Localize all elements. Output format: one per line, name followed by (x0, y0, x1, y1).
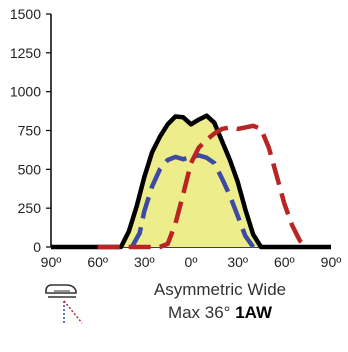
x-tick-label: 30º (134, 254, 155, 270)
y-tick-label: 250 (18, 200, 42, 216)
x-tick-label: 90º (321, 254, 342, 270)
candela-chart: 0 250 500 750 1000 1250 1500 90º 60º 30º 0º 30º 60º… (10, 6, 342, 270)
y-axis-ticks: 0 250 500 750 1000 1250 1500 (10, 6, 51, 255)
y-tick-label: 1250 (10, 45, 41, 61)
x-tick-label: 60º (274, 254, 295, 270)
series-1-line (129, 153, 256, 249)
series-layer (51, 113, 331, 250)
y-tick-label: 1000 (10, 84, 41, 100)
series-0-line (51, 113, 331, 250)
x-axis-ticks: 90º 60º 30º 0º 30º 60º 90º (41, 254, 342, 270)
caption-line-1: Asymmetric Wide (153, 280, 287, 299)
x-tick-label: 0º (185, 254, 198, 270)
x-tick-label: 30º (227, 254, 248, 270)
caption-code: 1AW (235, 303, 273, 322)
y-tick-label: 0 (33, 239, 41, 255)
series-2-line (97, 123, 310, 250)
x-tick-label: 60º (87, 254, 108, 270)
caption-line-2: Max 36° 1AW (100, 303, 340, 323)
x-tick-label: 90º (41, 254, 62, 270)
y-tick-label: 1500 (10, 6, 41, 22)
series-0-fill (51, 115, 331, 247)
y-tick-label: 500 (18, 161, 42, 177)
y-tick-label: 750 (18, 123, 42, 139)
fixture-icon (45, 284, 83, 325)
caption-max-angle: Max 36° (167, 303, 231, 322)
